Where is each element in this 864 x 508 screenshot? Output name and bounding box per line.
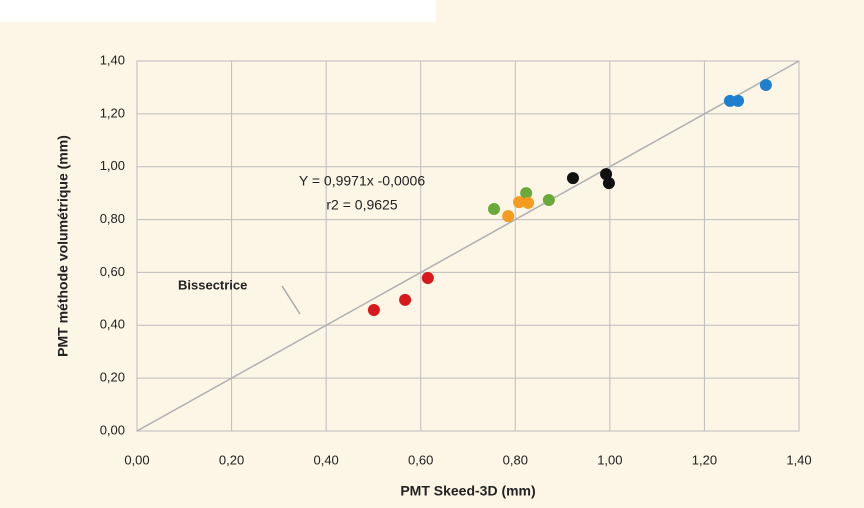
x-tick-label: 0,00 bbox=[124, 452, 149, 467]
data-point bbox=[542, 194, 555, 207]
x-tick-label: 1,40 bbox=[786, 452, 811, 467]
x-tick-label: 1,00 bbox=[597, 452, 622, 467]
x-tick-label: 0,20 bbox=[219, 452, 244, 467]
x-axis-title: PMT Skeed-3D (mm) bbox=[400, 483, 535, 499]
data-point bbox=[732, 94, 745, 107]
data-point bbox=[502, 210, 515, 223]
bisector-line bbox=[136, 60, 800, 432]
y-tick-label: 0,20 bbox=[100, 370, 125, 385]
x-tick-label: 0,80 bbox=[503, 452, 528, 467]
y-tick-label: 1,00 bbox=[100, 158, 125, 173]
y-tick-label: 1,20 bbox=[100, 105, 125, 120]
data-point bbox=[399, 293, 412, 306]
y-tick-label: 1,40 bbox=[100, 52, 125, 67]
r-squared: r2 = 0,9625 bbox=[326, 197, 397, 213]
data-point bbox=[566, 172, 579, 185]
data-point bbox=[602, 177, 615, 190]
y-tick-label: 0,80 bbox=[100, 211, 125, 226]
y-tick-label: 0,60 bbox=[100, 264, 125, 279]
data-point bbox=[759, 79, 772, 92]
data-point bbox=[421, 271, 434, 284]
x-tick-label: 0,40 bbox=[313, 452, 338, 467]
regression-equation: Y = 0,9971x -0,0006 bbox=[299, 173, 425, 189]
data-point bbox=[367, 303, 380, 316]
bisector-pointer bbox=[281, 285, 301, 315]
x-tick-label: 1,20 bbox=[692, 452, 717, 467]
data-point bbox=[520, 187, 533, 200]
y-tick-label: 0,00 bbox=[100, 422, 125, 437]
data-point bbox=[522, 196, 535, 209]
data-point bbox=[513, 196, 526, 209]
header-strip bbox=[0, 0, 436, 22]
y-tick-label: 0,40 bbox=[100, 317, 125, 332]
y-axis-title: PMT méthode volumétrique (mm) bbox=[55, 135, 71, 357]
data-point bbox=[488, 203, 501, 215]
bisector-label: Bissectrice bbox=[178, 277, 247, 292]
x-tick-label: 0,60 bbox=[408, 452, 433, 467]
